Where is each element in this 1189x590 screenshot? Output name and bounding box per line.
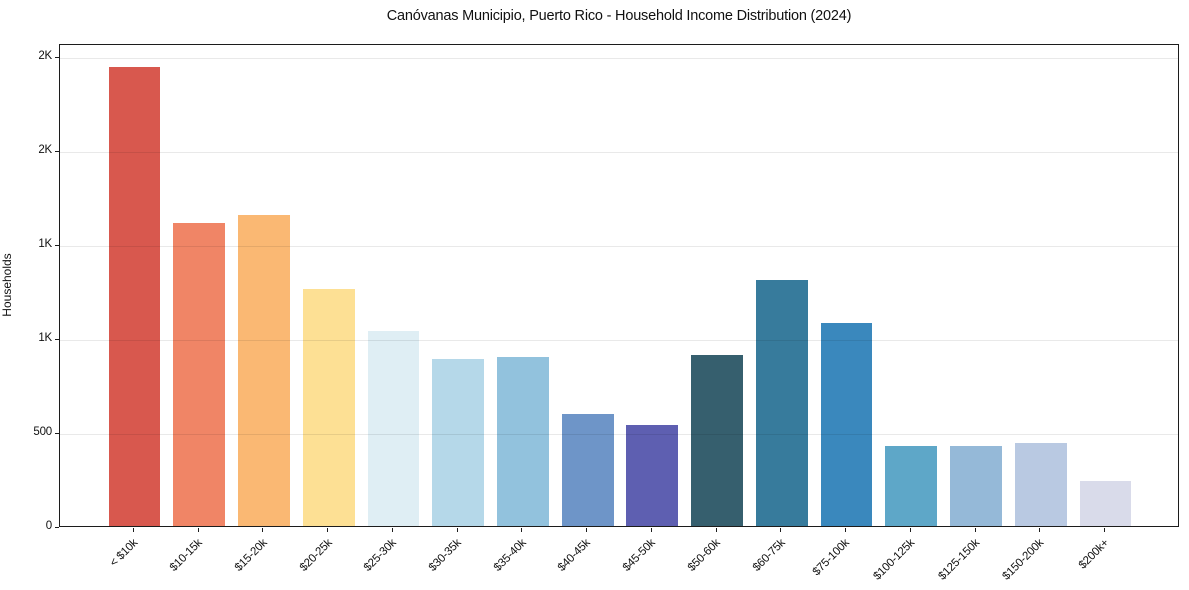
x-tick-mark (262, 528, 264, 532)
chart-title: Canóvanas Municipio, Puerto Rico - House… (386, 8, 852, 24)
x-tick-mark (650, 528, 652, 532)
x-tick-label-$200k+: $200k+ (1076, 537, 1112, 572)
x-tick-label-$35-40k: $35-40k (491, 537, 529, 574)
y-tick-label: 0 (45, 520, 52, 532)
gridline-y-1000 (60, 339, 1178, 341)
x-tick-label-< $10k: < $10k (107, 537, 140, 570)
x-tick-mark (132, 528, 134, 532)
x-tick-label-$30-35k: $30-35k (426, 537, 464, 574)
x-tick-mark (327, 528, 329, 532)
y-tick-label: 2K (38, 144, 52, 157)
x-tick-label-$15-20k: $15-20k (232, 537, 270, 574)
y-tick-label: 500 (33, 426, 52, 439)
bar-$15-20k (238, 214, 290, 526)
bar-$75-100k (820, 323, 873, 526)
y-tick-mark (55, 245, 59, 247)
x-tick-mark (391, 528, 393, 532)
gridline-y-2500 (60, 57, 1178, 59)
x-tick-label-$60-75k: $60-75k (750, 537, 788, 574)
y-tick-mark (55, 339, 59, 341)
x-tick-label-$150-200k: $150-200k (1000, 537, 1047, 583)
x-tick-label-$50-60k: $50-60k (685, 537, 723, 574)
bar-$35-40k (496, 356, 549, 526)
bar-< $10k (108, 67, 161, 526)
x-tick-mark (845, 528, 847, 532)
x-tick-mark (909, 528, 911, 532)
y-tick-label: 1K (38, 332, 52, 345)
x-tick-label-$10-15k: $10-15k (167, 537, 205, 574)
bar-$30-35k (432, 358, 485, 526)
y-tick-mark (55, 57, 59, 59)
bar-$20-25k (302, 289, 355, 526)
x-tick-label-$40-45k: $40-45k (556, 537, 594, 574)
y-tick-label: 1K (38, 238, 52, 251)
bar-$100-125k (885, 446, 938, 526)
y-tick-label: 2K (38, 50, 52, 63)
y-tick-mark (55, 151, 59, 153)
bar-$10-15k (173, 223, 226, 526)
x-tick-label-$100-125k: $100-125k (871, 537, 917, 583)
x-tick-mark (521, 528, 523, 532)
gridline-y-500 (60, 433, 1178, 435)
x-tick-mark (780, 528, 782, 532)
y-axis-label-text: Households (0, 253, 14, 317)
bar-$50-60k (691, 354, 743, 526)
bar-$200k+ (1079, 480, 1132, 526)
y-tick-mark (55, 433, 59, 435)
bar-$150-200k (1014, 443, 1067, 526)
bar-$45-50k (626, 425, 679, 526)
plot-area (59, 44, 1179, 527)
x-tick-mark (974, 528, 976, 532)
bar-$60-75k (755, 279, 808, 526)
bar-$25-30k (367, 330, 420, 526)
gridline-y-2000 (60, 151, 1178, 153)
x-tick-label-$125-150k: $125-150k (935, 537, 982, 583)
x-tick-mark (197, 528, 199, 532)
x-tick-mark (1104, 528, 1106, 532)
bar-$125-150k (950, 446, 1002, 526)
gridline-y-1500 (60, 245, 1178, 247)
x-tick-mark (715, 528, 717, 532)
x-tick-mark (456, 528, 458, 532)
x-tick-label-$25-30k: $25-30k (362, 537, 399, 574)
bar-$40-45k (561, 414, 614, 526)
x-tick-mark (586, 528, 588, 532)
y-tick-mark (55, 527, 59, 528)
x-tick-mark (1039, 528, 1041, 532)
x-tick-label-$45-50k: $45-50k (620, 537, 658, 574)
x-tick-label-$20-25k: $20-25k (297, 537, 335, 574)
x-tick-label-$75-100k: $75-100k (810, 537, 853, 579)
